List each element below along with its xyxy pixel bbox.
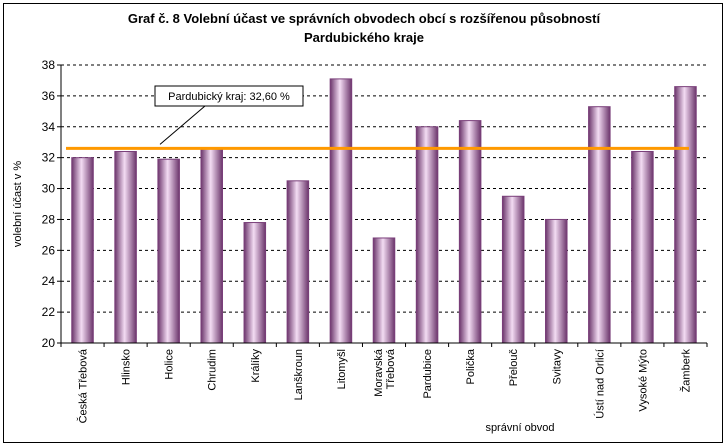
x-tick-label: Třebová — [385, 348, 397, 389]
y-tick-label: 22 — [42, 305, 56, 319]
y-tick-label: 30 — [42, 182, 56, 196]
bars — [71, 78, 697, 344]
y-tick-label: 34 — [42, 120, 56, 134]
y-tick-label: 26 — [42, 243, 56, 257]
axes — [57, 64, 708, 347]
bar — [588, 106, 611, 344]
x-tick-label: Králíky — [250, 349, 262, 383]
y-tick-label: 28 — [42, 212, 56, 226]
chart-title-line1: Graf č. 8 Volební účast ve správních obv… — [127, 11, 601, 26]
chart-title: Graf č. 8 Volební účast ve správních obv… — [0, 9, 728, 47]
x-tick-label: Svitavy — [551, 349, 563, 385]
annotation-box — [154, 85, 304, 107]
x-tick-label: Pardubice — [422, 349, 434, 399]
bar — [545, 218, 568, 344]
annotation-label: Pardubický kraj: 32,60 % — [168, 91, 290, 103]
x-tick-label: Moravská — [373, 348, 385, 397]
x-tick-label: Litomyšl — [336, 349, 348, 389]
bar — [71, 157, 94, 344]
y-tick-label: 20 — [42, 336, 56, 350]
bar — [200, 147, 223, 344]
annotation-leader — [159, 105, 206, 145]
labels: 20 22 24 26 28 30 32 34 36 38 Česká Třebová Hlinsko… — [12, 58, 692, 434]
bar — [329, 78, 353, 344]
x-tick-label: Lanškroun — [293, 349, 305, 400]
bar — [243, 222, 267, 344]
bar — [157, 158, 180, 344]
x-axis-title: správní obvod — [485, 422, 554, 434]
y-tick-label: 32 — [42, 151, 56, 165]
bar — [415, 126, 439, 344]
y-tick-label: 38 — [42, 58, 56, 72]
bar — [674, 86, 697, 344]
y-tick-label: 24 — [42, 274, 56, 288]
x-tick-label: Žamberk — [679, 349, 692, 393]
x-tick-label: Vysoké Mýto — [637, 349, 649, 412]
x-tick-label: Ústí nad Orlicí — [593, 349, 606, 419]
bar — [372, 237, 396, 344]
y-axis-title: volební účast v % — [12, 161, 24, 247]
x-tick-label: Polička — [465, 348, 477, 384]
x-tick-label: Chrudim — [207, 349, 219, 391]
x-tick-label: Česká Třebová — [77, 348, 90, 423]
bar — [286, 180, 310, 344]
x-tick-label: Hlinsko — [121, 349, 133, 385]
x-tick-label: Přelouč — [508, 349, 520, 387]
bar — [501, 195, 525, 344]
y-tick-label: 36 — [42, 89, 56, 103]
chart-title-line2: Pardubického kraje — [304, 30, 424, 45]
bar — [631, 150, 654, 344]
x-tick-label: Holice — [164, 349, 176, 380]
bar — [114, 150, 137, 344]
bar — [458, 120, 482, 344]
reference-line-group: Pardubický kraj: 32,60 % — [66, 85, 689, 150]
